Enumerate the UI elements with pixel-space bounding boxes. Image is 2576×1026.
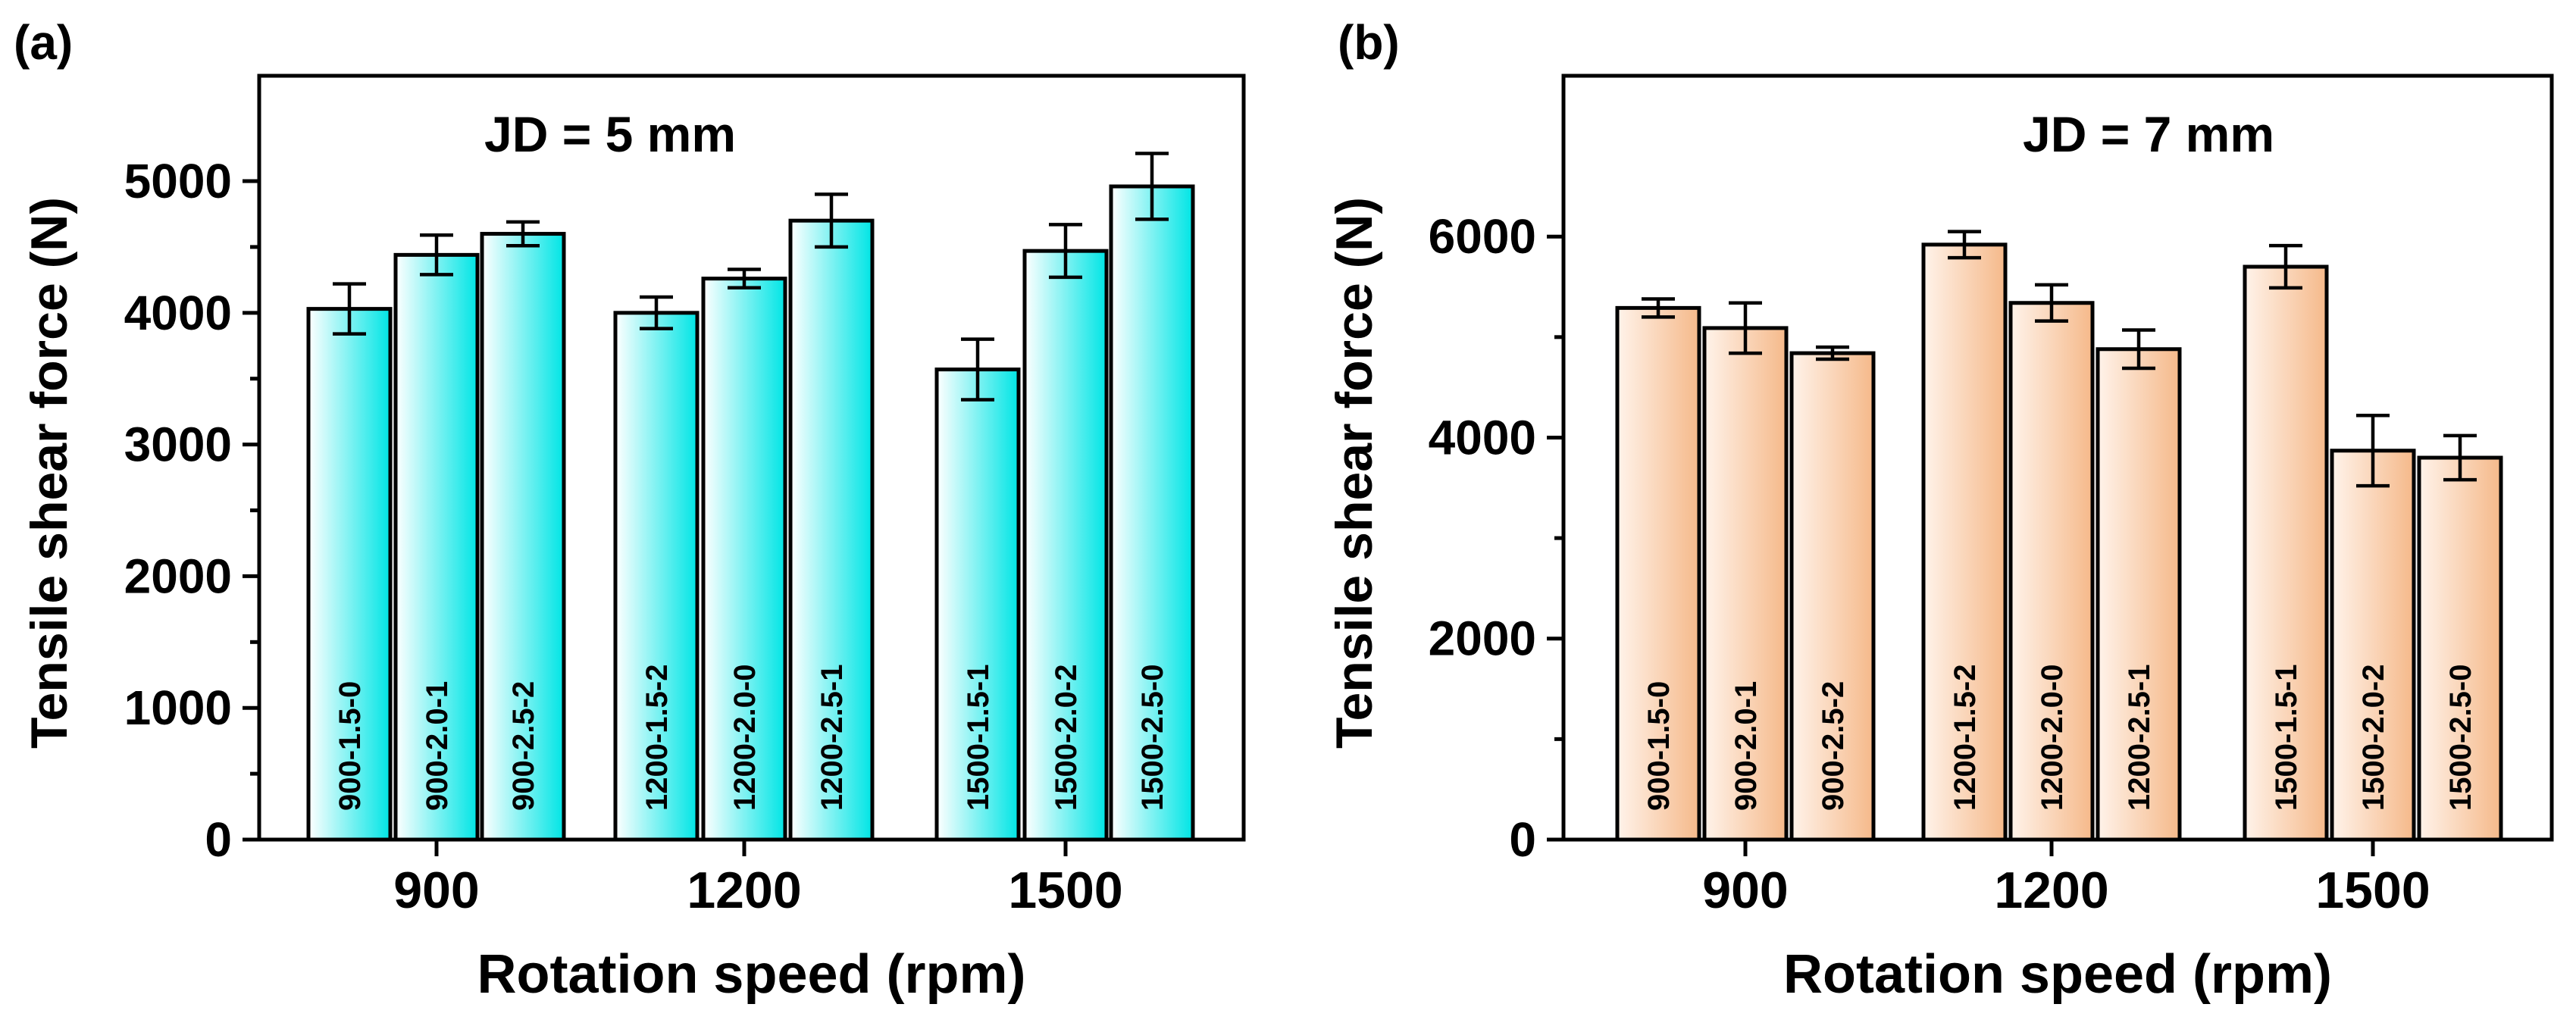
bar-label: 900-2.5-2 — [1817, 681, 1850, 811]
y-tick-label: 6000 — [1429, 209, 1536, 264]
bar-label: 900-2.5-2 — [507, 681, 540, 811]
bar-label: 1200-1.5-2 — [1948, 665, 1982, 811]
y-axis-label: Tensile shear force (N) — [20, 197, 78, 749]
bar — [613, 311, 700, 842]
x-axis-label: Rotation speed (rpm) — [1783, 944, 2332, 1005]
y-tick-label: 0 — [1509, 812, 1536, 867]
bar-label: 900-2.0-1 — [1729, 681, 1763, 811]
bar — [480, 232, 566, 842]
y-tick-label: 3000 — [124, 418, 232, 472]
x-axis-label: Rotation speed (rpm) — [477, 944, 1025, 1005]
bar-label: 1200-1.5-2 — [640, 665, 674, 811]
x-tick-label: 1200 — [687, 862, 801, 919]
bar — [1921, 242, 2008, 842]
bar — [788, 218, 875, 842]
bar — [306, 307, 393, 842]
panel-b: (b) JD = 7 mm 0 2000 4000 6000 Tensile shear f… — [1326, 15, 2554, 1005]
y-tick-label: 1000 — [124, 680, 232, 735]
panel-label: (a) — [14, 15, 73, 70]
bar-label: 1500-1.5-1 — [2270, 665, 2303, 811]
panel-a: (a) JD = 5 mm 0 1000 2000 3000 4000 5000 Tensile… — [14, 15, 1246, 1005]
bar-label: 1500-2.0-2 — [1050, 665, 1083, 811]
bar-label: 1200-2.0-0 — [2036, 665, 2069, 811]
bar-label: 1200-2.5-1 — [2123, 665, 2156, 811]
panel-label: (b) — [1338, 15, 1400, 70]
x-tick-label: 1500 — [1008, 862, 1122, 919]
x-tick-label: 900 — [1702, 862, 1788, 919]
bar — [1022, 249, 1109, 842]
bar-label: 1500-2.0-2 — [2357, 665, 2390, 811]
y-tick-label: 2000 — [124, 549, 232, 603]
x-tick-label: 900 — [393, 862, 479, 919]
y-tick-label: 0 — [205, 812, 232, 867]
x-tick-label: 1500 — [2315, 862, 2430, 919]
bar-label: 900-1.5-0 — [333, 681, 367, 811]
bar-label: 1500-2.5-0 — [1136, 665, 1169, 811]
y-tick-label: 4000 — [124, 286, 232, 340]
bar — [2096, 347, 2182, 842]
y-tick-label: 5000 — [124, 154, 232, 208]
bar-label: 1200-2.0-0 — [728, 665, 762, 811]
bar-label: 1200-2.5-1 — [815, 665, 849, 811]
bar — [393, 252, 480, 842]
bar — [1109, 184, 1195, 842]
annotation: JD = 5 mm — [484, 106, 736, 162]
y-axis-label: Tensile shear force (N) — [1326, 197, 1383, 749]
bar-label: 1500-2.5-0 — [2444, 665, 2477, 811]
bar-label: 1500-1.5-1 — [962, 665, 995, 811]
annotation: JD = 7 mm — [2023, 106, 2274, 162]
bar-label: 900-2.0-1 — [421, 681, 454, 811]
bar — [2417, 455, 2503, 842]
y-tick-label: 2000 — [1429, 612, 1536, 666]
y-tick-label: 4000 — [1429, 410, 1536, 465]
x-tick-label: 1200 — [1994, 862, 2108, 919]
bar — [1702, 326, 1789, 842]
bar-label: 900-1.5-0 — [1642, 681, 1676, 811]
